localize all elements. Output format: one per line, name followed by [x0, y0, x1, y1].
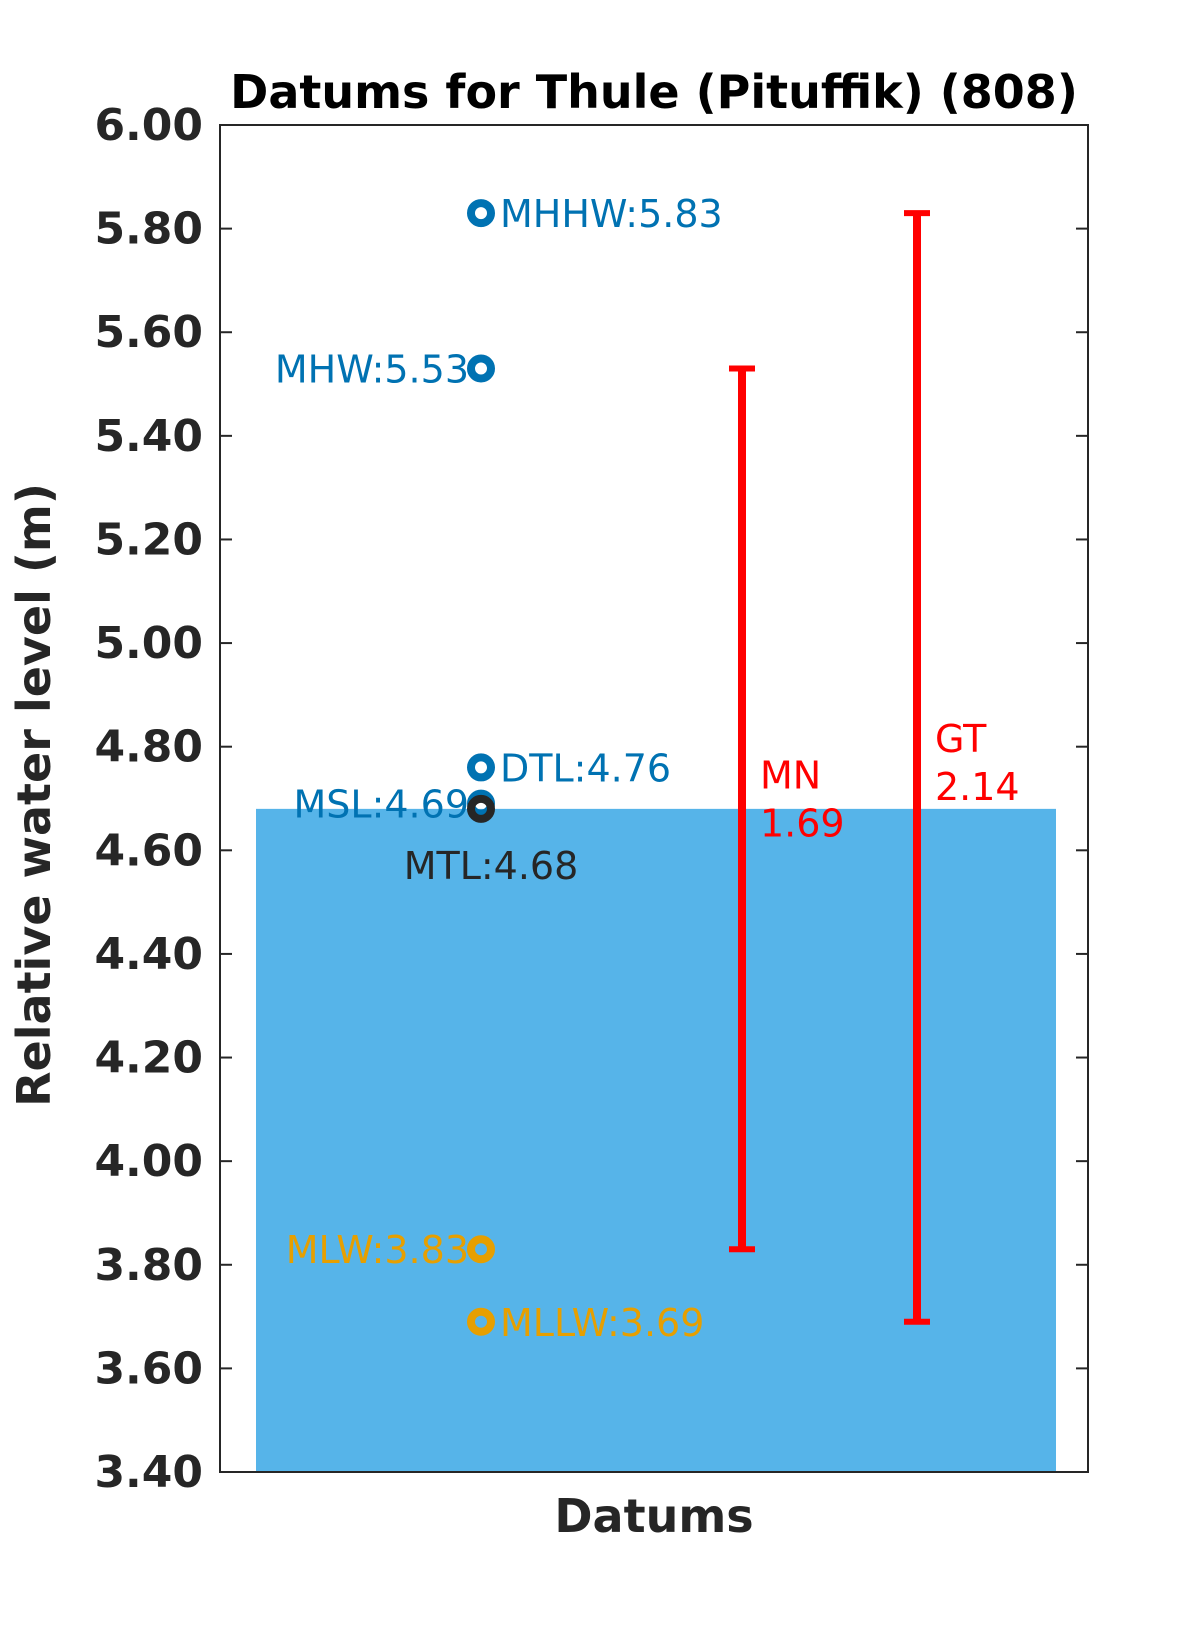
- datum-point-mlw: MLW:3.83: [286, 1228, 495, 1272]
- x-axis-label: Datums: [554, 1489, 753, 1543]
- datum-label-msl: MSL:4.69: [294, 783, 470, 827]
- datum-point-msl: MSL:4.69: [294, 783, 495, 827]
- datum-point-mllw: MLLW:3.69: [467, 1301, 704, 1345]
- datum-point-mhw: MHW:5.53: [275, 347, 495, 391]
- y-tick-label-10: 5.40: [94, 411, 203, 462]
- y-tick-label-12: 5.80: [94, 204, 203, 255]
- range-name-mn: MN: [760, 754, 821, 798]
- datum-label-mlw: MLW:3.83: [286, 1228, 469, 1272]
- y-tick-label-9: 5.20: [94, 514, 203, 565]
- datum-marker-mtl: [467, 794, 495, 823]
- y-tick-label-13: 6.00: [94, 100, 203, 151]
- datum-marker-mllw: [467, 1307, 495, 1336]
- datum-marker-mhw: [467, 354, 495, 383]
- range-name-gt: GT: [935, 717, 987, 761]
- datum-marker-mlw: [467, 1235, 495, 1264]
- datum-label-mtl: MTL:4.68: [404, 844, 579, 888]
- y-tick-label-1: 3.60: [94, 1343, 203, 1394]
- range-mn: MN1.69: [729, 365, 845, 1253]
- range-gt: GT2.14: [904, 210, 1020, 1325]
- plot-frame: [219, 124, 1089, 1473]
- datum-point-mtl: MTL:4.68: [404, 794, 579, 888]
- datum-label-mhw: MHW:5.53: [275, 347, 469, 391]
- datum-point-dtl: DTL:4.76: [467, 746, 671, 790]
- range-value-gt: 2.14: [935, 765, 1020, 809]
- y-tick-label-6: 4.60: [94, 825, 203, 876]
- y-axis-label: Relative water level (m): [7, 483, 61, 1107]
- y-tick-label-0: 3.40: [94, 1447, 203, 1498]
- y-tick-label-3: 4.00: [94, 1136, 203, 1187]
- y-tick-label-11: 5.60: [94, 307, 203, 358]
- datum-marker-dtl: [467, 753, 495, 782]
- datum-label-mhhw: MHHW:5.83: [500, 192, 723, 236]
- plot-area: 3.40 3.60 3.80 4.00 4.20 4.40 4.60 4.80 5.00 5.20…: [94, 100, 1089, 1498]
- range-value-mn: 1.69: [760, 802, 845, 846]
- y-tick-label-7: 4.80: [94, 722, 203, 773]
- datum-marker-mhhw: [467, 199, 495, 228]
- chart-title: Datums for Thule (Pituffik) (808): [230, 65, 1078, 119]
- datum-point-mhhw: MHHW:5.83: [467, 192, 723, 236]
- mtl-bar: [256, 808, 1056, 1472]
- datum-label-mllw: MLLW:3.69: [500, 1301, 704, 1345]
- y-tick-label-4: 4.20: [94, 1033, 203, 1084]
- y-tick-label-8: 5.00: [94, 618, 203, 669]
- y-tick-label-5: 4.40: [94, 929, 203, 980]
- datum-label-dtl: DTL:4.76: [500, 746, 671, 790]
- y-tick-label-2: 3.80: [94, 1240, 203, 1291]
